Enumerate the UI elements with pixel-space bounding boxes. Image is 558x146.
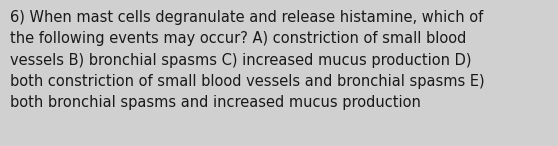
- Text: 6) When mast cells degranulate and release histamine, which of
the following eve: 6) When mast cells degranulate and relea…: [10, 10, 485, 110]
